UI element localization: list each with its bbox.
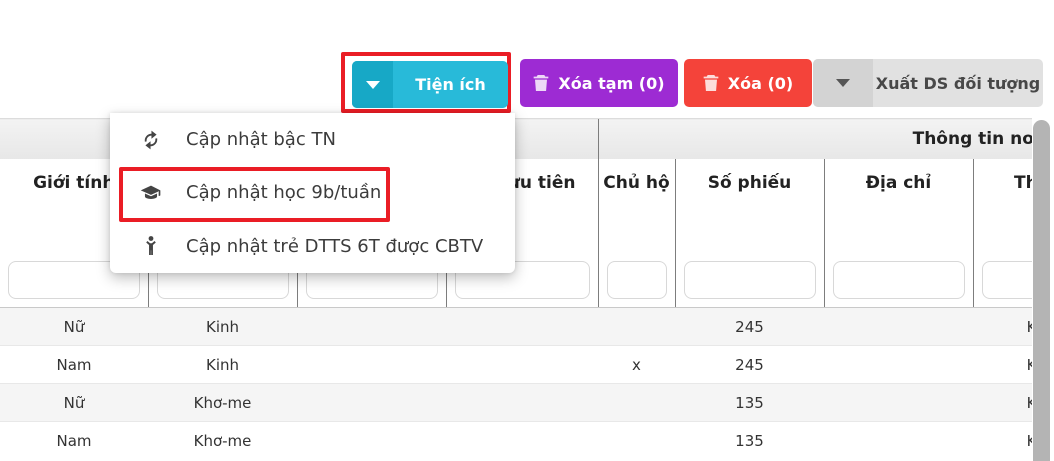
table-row[interactable]: Nữ Kinh 245 K xyxy=(0,307,1054,346)
annotation-box-tien-ich: Tiện ích xyxy=(341,52,511,113)
menu-item-label: Cập nhật học 9b/tuần xyxy=(186,182,382,204)
cell-so-phieu: 245 xyxy=(675,307,824,346)
trash-icon xyxy=(533,74,549,92)
tien-ich-caret-section[interactable] xyxy=(352,61,393,108)
child-icon xyxy=(138,235,164,257)
group-header-thong-tin: Thông tin no xyxy=(597,118,1054,159)
cell-so-phieu: 135 xyxy=(675,421,824,460)
cell-gioi-tinh: Nam xyxy=(0,345,148,384)
annotation-box-menu-item xyxy=(119,167,390,222)
menu-item-label: Cập nhật trẻ DTTS 6T được CBTV xyxy=(186,235,484,257)
cell-dan-toc: Kinh xyxy=(148,345,297,384)
cell-dia-chi xyxy=(824,307,973,346)
cell-dan-toc: Khơ-me xyxy=(148,383,297,422)
cell-gioi-tinh: Nữ xyxy=(0,383,148,422)
xuat-ds-doi-tuong-button[interactable]: Xuất DS đối tượng xyxy=(813,59,1043,107)
xoa-tam-button[interactable]: Xóa tạm (0) xyxy=(520,59,678,107)
chevron-down-icon xyxy=(365,80,380,89)
menu-item-cap-nhat-bac-tn[interactable]: Cập nhật bậc TN xyxy=(110,113,515,166)
cell-so-phieu: 135 xyxy=(675,383,824,422)
tien-ich-label: Tiện ích xyxy=(415,75,486,94)
xuat-caret-section[interactable] xyxy=(813,59,873,107)
vertical-scrollbar-track xyxy=(1032,113,1054,461)
graduation-cap-icon xyxy=(138,182,164,204)
table-row[interactable]: Nam Khơ-me 135 K xyxy=(0,421,1054,460)
cell xyxy=(446,383,598,422)
cell-chu-ho: x xyxy=(598,345,675,384)
xoa-tam-label: Xóa tạm (0) xyxy=(558,73,665,93)
vertical-scrollbar-thumb[interactable] xyxy=(1033,120,1050,461)
cell xyxy=(446,345,598,384)
cell xyxy=(446,307,598,346)
filter-input-chu-ho[interactable] xyxy=(606,261,667,300)
filter-input-dia-chi[interactable] xyxy=(832,261,965,300)
cell xyxy=(297,345,446,384)
cell-gioi-tinh: Nữ xyxy=(0,307,148,346)
cell-dia-chi xyxy=(824,421,973,460)
chevron-down-icon xyxy=(836,79,850,87)
cell-dia-chi xyxy=(824,345,973,384)
cell-so-phieu: 245 xyxy=(675,345,824,384)
filter-cell xyxy=(597,253,675,308)
table-row[interactable]: Nam Kinh x 245 K xyxy=(0,345,1054,384)
table-row[interactable]: Nữ Khơ-me 135 K xyxy=(0,383,1054,422)
col-header-chu-ho: Chủ hộ xyxy=(597,158,675,254)
filter-cell xyxy=(674,253,824,308)
tien-ich-button[interactable]: Tiện ích xyxy=(352,61,508,108)
trash-icon xyxy=(703,74,719,92)
refresh-icon xyxy=(138,129,164,151)
cell-dan-toc: Kinh xyxy=(148,307,297,346)
cell xyxy=(297,383,446,422)
cell-chu-ho xyxy=(598,307,675,346)
filter-cell xyxy=(823,253,973,308)
xoa-button[interactable]: Xóa (0) xyxy=(684,59,812,107)
cell-dia-chi xyxy=(824,383,973,422)
cell-chu-ho xyxy=(598,421,675,460)
tien-ich-dropdown-menu: Cập nhật bậc TN Cập nhật học 9b/tuần Cập… xyxy=(110,113,515,273)
cell xyxy=(297,421,446,460)
cell-dan-toc: Khơ-me xyxy=(148,421,297,460)
col-header-dia-chi: Địa chỉ xyxy=(823,158,973,254)
menu-item-label: Cập nhật bậc TN xyxy=(186,129,336,151)
filter-row xyxy=(0,253,1054,308)
filter-input-so-phieu[interactable] xyxy=(683,261,816,300)
xoa-label: Xóa (0) xyxy=(727,73,794,93)
col-header-so-phieu: Số phiếu xyxy=(674,158,824,254)
xuat-label: Xuất DS đối tượng xyxy=(875,73,1041,93)
cell xyxy=(446,421,598,460)
cell-chu-ho xyxy=(598,383,675,422)
cell xyxy=(297,307,446,346)
menu-item-cap-nhat-hoc-9b-tuan[interactable]: Cập nhật học 9b/tuần xyxy=(110,166,515,219)
cell-gioi-tinh: Nam xyxy=(0,421,148,460)
menu-item-cap-nhat-tre-dtts[interactable]: Cập nhật trẻ DTTS 6T được CBTV xyxy=(110,220,515,273)
